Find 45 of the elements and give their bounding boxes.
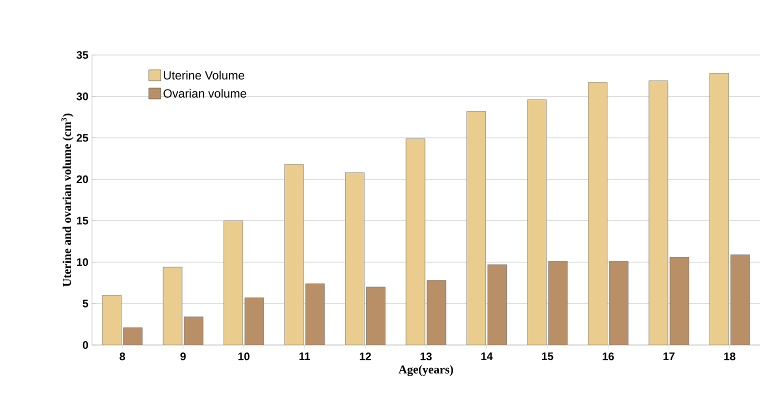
y-tick-label: 25 [76,134,88,142]
y-axis-title: Uterine and ovarian volume (cm$^{3}$) [61,114,74,287]
y-tick-label: 15 [76,216,88,225]
x-tick-label: 17 [664,352,675,360]
y-tick-label: 5 [82,300,88,308]
x-tick-label: 11 [299,352,310,360]
bar [608,261,628,345]
bar [224,220,244,345]
y-tick-label: 10 [76,258,88,266]
bar [345,172,364,345]
bar [588,82,608,345]
bar [548,261,568,345]
bar [466,111,486,345]
bar [406,138,426,345]
x-tick-label: 8 [120,352,126,360]
bar [284,164,304,345]
bar [102,295,122,345]
bar [426,280,446,345]
bar [648,80,668,345]
bar [244,298,264,345]
y-tick-label: 20 [76,175,88,184]
legend-label: Uterine Volume [164,70,244,80]
y-tick-label: 0 [82,341,88,349]
x-tick-label: 12 [360,352,371,360]
bar [709,73,729,345]
x-axis-title: Age(years) [398,365,454,376]
y-tick-label: 30 [76,92,88,100]
x-tick-label: 18 [724,352,736,360]
y-tick-label: 35 [76,51,88,59]
x-tick-label: 10 [238,352,250,360]
legend-label: Ovarian volume [164,88,246,98]
bar [162,266,182,345]
bar [366,286,386,345]
bar [670,256,690,345]
bar [488,264,507,345]
x-tick-label: 15 [542,352,554,360]
x-tick-label: 16 [602,352,614,360]
bar [527,100,547,345]
x-tick-label: 13 [420,352,432,360]
x-tick-label: 14 [481,352,493,360]
x-tick-label: 9 [180,352,186,360]
bar [123,327,143,345]
bar [184,316,204,345]
bar [305,283,325,345]
bar [730,254,750,345]
